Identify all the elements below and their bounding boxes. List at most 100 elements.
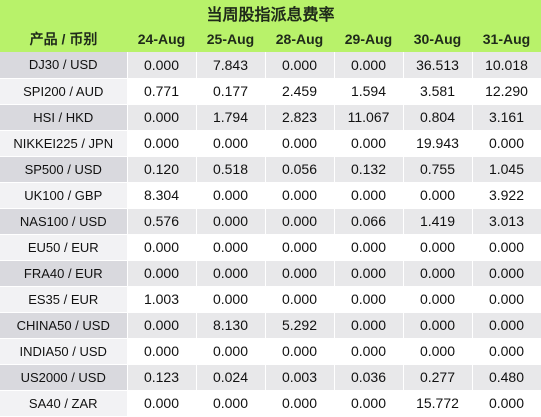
rate-cell: 0.576 xyxy=(127,208,197,235)
rate-cell: 0.000 xyxy=(265,234,335,261)
table-row: INDIA50 / USD 0.000 0.000 0.000 0.000 0.000 0.… xyxy=(0,338,541,365)
rate-cell: 0.771 xyxy=(127,78,197,105)
rate-cell: 0.804 xyxy=(403,104,473,131)
column-header-product: 产品 / 币别 xyxy=(0,26,127,52)
rate-cell: 0.000 xyxy=(196,260,266,287)
table-header: 产品 / 币别 24-Aug 25-Aug 28-Aug 29-Aug 30-A… xyxy=(0,26,541,52)
rate-cell: 0.000 xyxy=(127,338,197,365)
row-product-name: FRA40 / EUR xyxy=(0,260,128,287)
rate-cell: 0.000 xyxy=(403,338,473,365)
rate-cell: 5.292 xyxy=(265,312,335,339)
rate-cell: 0.000 xyxy=(472,338,541,365)
rate-cell: 12.290 xyxy=(472,78,541,105)
rate-cell: 0.000 xyxy=(334,260,404,287)
row-product-name: US2000 / USD xyxy=(0,364,128,391)
column-header-date: 28-Aug xyxy=(265,26,334,52)
row-product-name: SA40 / ZAR xyxy=(0,390,128,417)
rate-cell: 0.000 xyxy=(334,182,404,209)
dividend-rate-table: 产品 / 币别 24-Aug 25-Aug 28-Aug 29-Aug 30-A… xyxy=(0,26,541,417)
rate-cell: 0.000 xyxy=(334,312,404,339)
rate-cell: 0.000 xyxy=(472,286,541,313)
table-row: HSI / HKD 0.000 1.794 2.823 11.067 0.804 3.161 xyxy=(0,104,541,131)
rate-cell: 0.277 xyxy=(403,364,473,391)
rate-cell: 0.000 xyxy=(127,104,197,131)
row-product-name: NAS100 / USD xyxy=(0,208,128,235)
rate-cell: 0.000 xyxy=(403,286,473,313)
rate-cell: 0.024 xyxy=(196,364,266,391)
row-product-name: ES35 / EUR xyxy=(0,286,128,313)
table-row: FRA40 / EUR 0.000 0.000 0.000 0.000 0.000 0.00… xyxy=(0,260,541,287)
rate-cell: 10.018 xyxy=(472,52,541,79)
column-header-date: 31-Aug xyxy=(472,26,541,52)
rate-cell: 0.000 xyxy=(403,260,473,287)
rate-cell: 0.000 xyxy=(127,312,197,339)
rate-cell: 0.000 xyxy=(472,312,541,339)
row-product-name: UK100 / GBP xyxy=(0,182,128,209)
table-row: SPI200 / AUD 0.771 0.177 2.459 1.594 3.581 12.… xyxy=(0,78,541,105)
rate-cell: 0.000 xyxy=(196,208,266,235)
rate-cell: 0.518 xyxy=(196,156,266,183)
rate-cell: 0.000 xyxy=(334,286,404,313)
rate-cell: 0.000 xyxy=(127,130,197,157)
table-row: UK100 / GBP 8.304 0.000 0.000 0.000 0.000 3.92… xyxy=(0,182,541,209)
rate-cell: 0.000 xyxy=(127,390,197,417)
rate-cell: 0.000 xyxy=(334,52,404,79)
rate-cell: 0.000 xyxy=(196,286,266,313)
rate-cell: 0.177 xyxy=(196,78,266,105)
column-header-date: 30-Aug xyxy=(403,26,472,52)
column-header-date: 24-Aug xyxy=(127,26,196,52)
rate-cell: 0.000 xyxy=(265,390,335,417)
rate-cell: 0.755 xyxy=(403,156,473,183)
rate-cell: 3.161 xyxy=(472,104,541,131)
table-row: NIKKEI225 / JPN 0.000 0.000 0.000 0.000 19.94… xyxy=(0,130,541,157)
rate-cell: 0.000 xyxy=(265,260,335,287)
table-row: DJ30 / USD 0.000 7.843 0.000 0.000 36.513 10.0… xyxy=(0,52,541,79)
rate-cell: 0.000 xyxy=(196,130,266,157)
rate-cell: 0.000 xyxy=(472,260,541,287)
rate-cell: 0.036 xyxy=(334,364,404,391)
rate-cell: 0.120 xyxy=(127,156,197,183)
rate-cell: 3.922 xyxy=(472,182,541,209)
rate-cell: 0.000 xyxy=(265,182,335,209)
rate-cell: 36.513 xyxy=(403,52,473,79)
rate-cell: 0.000 xyxy=(196,338,266,365)
row-product-name: CHINA50 / USD xyxy=(0,312,128,339)
row-product-name: EU50 / EUR xyxy=(0,234,128,261)
column-header-date: 25-Aug xyxy=(196,26,265,52)
rate-cell: 0.000 xyxy=(265,130,335,157)
table-row: CHINA50 / USD 0.000 8.130 5.292 0.000 0.000 0.… xyxy=(0,312,541,339)
rate-cell: 0.000 xyxy=(265,286,335,313)
table-row: EU50 / EUR 0.000 0.000 0.000 0.000 0.000 0.000 xyxy=(0,234,541,261)
rate-cell: 1.794 xyxy=(196,104,266,131)
rate-cell: 0.000 xyxy=(196,234,266,261)
rate-cell: 0.000 xyxy=(196,390,266,417)
rate-cell: 0.000 xyxy=(265,52,335,79)
rate-cell: 0.000 xyxy=(127,260,197,287)
rate-cell: 0.000 xyxy=(334,338,404,365)
rate-cell: 7.843 xyxy=(196,52,266,79)
rate-cell: 0.000 xyxy=(403,182,473,209)
rate-cell: 0.000 xyxy=(403,312,473,339)
rate-cell: 1.419 xyxy=(403,208,473,235)
rate-cell: 0.003 xyxy=(265,364,335,391)
table-row: NAS100 / USD 0.576 0.000 0.000 0.066 1.419 3.0… xyxy=(0,208,541,235)
rate-cell: 15.772 xyxy=(403,390,473,417)
row-product-name: INDIA50 / USD xyxy=(0,338,128,365)
rate-cell: 3.013 xyxy=(472,208,541,235)
row-product-name: DJ30 / USD xyxy=(0,52,128,79)
rate-cell: 0.056 xyxy=(265,156,335,183)
row-product-name: SP500 / USD xyxy=(0,156,128,183)
rate-cell: 0.000 xyxy=(334,390,404,417)
rate-cell: 0.000 xyxy=(403,234,473,261)
rate-cell: 0.000 xyxy=(265,208,335,235)
row-product-name: HSI / HKD xyxy=(0,104,128,131)
rate-cell: 0.000 xyxy=(196,182,266,209)
row-product-name: NIKKEI225 / JPN xyxy=(0,130,128,157)
rate-cell: 3.581 xyxy=(403,78,473,105)
rate-cell: 1.003 xyxy=(127,286,197,313)
table-row: SA40 / ZAR 0.000 0.000 0.000 0.000 15.772 0.00… xyxy=(0,390,541,417)
table-title: 当周股指派息费率 xyxy=(0,0,541,26)
table-row: SP500 / USD 0.120 0.518 0.056 0.132 0.755 1.04… xyxy=(0,156,541,183)
rate-cell: 0.123 xyxy=(127,364,197,391)
